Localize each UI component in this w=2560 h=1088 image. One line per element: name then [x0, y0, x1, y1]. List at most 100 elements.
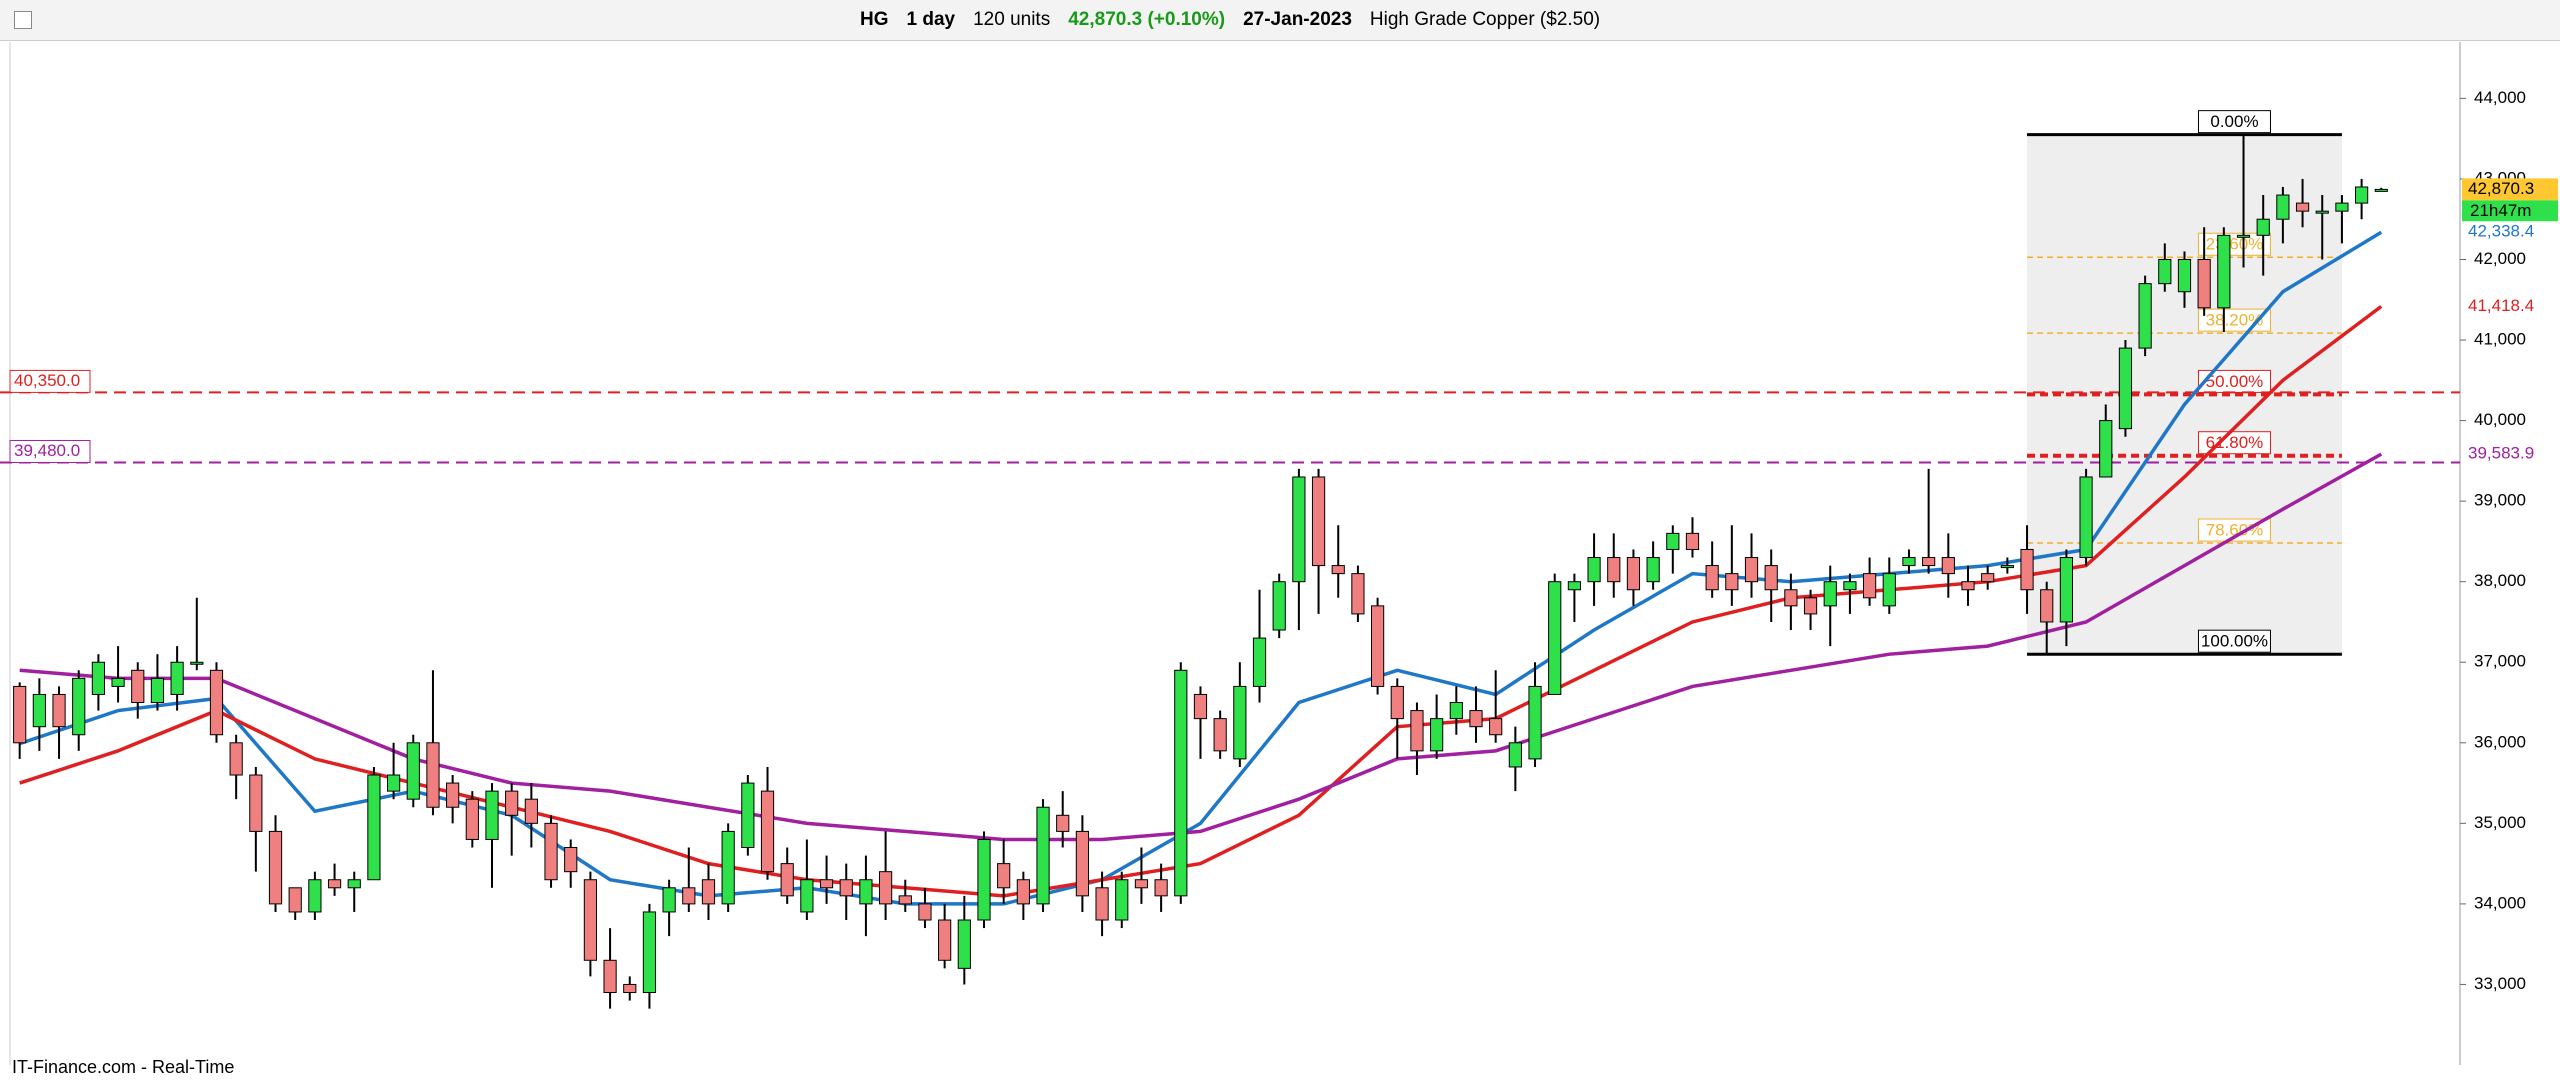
candle-body — [268, 830, 283, 905]
fib-label-box — [2197, 518, 2271, 542]
candle-body — [1548, 581, 1562, 695]
candle-body — [209, 669, 224, 736]
candle-body — [446, 782, 460, 808]
footer: IT-Finance.com - Real-Time — [12, 1057, 235, 1077]
candle-body — [2276, 194, 2290, 220]
candle-body — [2177, 258, 2192, 293]
fib-label-box — [2197, 110, 2271, 134]
candle-body — [1095, 887, 1109, 921]
y-tick-label: 34,000 — [2474, 893, 2526, 912]
candle-body — [1981, 573, 1995, 583]
candle-body — [1075, 830, 1090, 897]
period[interactable]: 1 day — [906, 9, 956, 30]
y-tick-label: 41,000 — [2474, 330, 2526, 349]
last-change: 42,870.3 (+0.10%) — [1068, 9, 1226, 30]
candle-body — [1272, 581, 1286, 631]
candle-body — [1567, 581, 1582, 591]
candle-body — [2217, 234, 2231, 309]
candle-body — [662, 887, 676, 913]
candle-body — [406, 742, 420, 800]
hline-label: 40,350.0 — [14, 371, 80, 390]
candle-body — [2138, 283, 2152, 349]
candle-body — [1587, 557, 1601, 583]
candle-body — [859, 879, 873, 905]
candle-body — [2335, 202, 2349, 212]
candle-body — [2099, 420, 2113, 478]
y-tick-label: 40,000 — [2474, 410, 2526, 429]
candle-body — [150, 677, 165, 704]
candle-body — [1154, 879, 1168, 897]
candle-body — [1056, 814, 1070, 832]
y-tick-label: 44,000 — [2474, 88, 2526, 107]
candle-body — [1882, 573, 1896, 607]
candle-body — [505, 790, 519, 816]
candle-body — [1862, 573, 1877, 599]
candle-body — [2197, 258, 2211, 309]
fib-label: 38.20% — [2206, 311, 2264, 330]
candle-body — [642, 911, 657, 994]
candle-body — [347, 879, 361, 889]
candle-body — [682, 887, 696, 905]
price-tag-label: 42,870.3 — [2468, 179, 2534, 198]
candle-body — [819, 879, 834, 889]
candle-body — [1666, 532, 1680, 550]
hline-label-box — [9, 369, 91, 393]
price-tag — [2462, 178, 2558, 201]
candle-body — [1115, 879, 1129, 921]
candle-body — [32, 693, 46, 728]
candle-body — [1213, 718, 1227, 752]
toolbar: HG 1 day 120 units 42,870.3 (+0.10%) 27-… — [0, 0, 2560, 41]
fib-label-box — [2197, 431, 2271, 455]
candle-body — [2118, 347, 2133, 430]
candle-body — [938, 919, 952, 961]
candle-body — [2354, 186, 2369, 204]
candle-body — [1351, 573, 1365, 615]
candle-body — [2158, 258, 2172, 285]
fib-label: 78.60% — [2206, 521, 2264, 540]
candle-body — [957, 919, 971, 969]
candle-body — [623, 983, 637, 994]
candle-body — [111, 677, 125, 687]
candle-body — [131, 669, 145, 704]
y-tick-label: 42,000 — [2474, 249, 2526, 268]
candle-body — [997, 863, 1011, 889]
symbol[interactable]: HG — [860, 9, 889, 30]
candle-body — [1528, 685, 1542, 760]
fib-label: 23.60% — [2206, 235, 2264, 254]
candle-body — [249, 774, 263, 832]
candle-body — [701, 879, 716, 905]
candle-body — [2295, 202, 2310, 212]
candle-body — [1233, 685, 1247, 760]
units[interactable]: 120 units — [973, 9, 1051, 30]
candle-body — [2059, 557, 2074, 623]
candle-body — [2315, 210, 2329, 214]
candle-body — [1823, 581, 1837, 607]
candle-body — [1784, 589, 1798, 607]
candle-body — [1843, 581, 1857, 591]
candle-body — [2374, 188, 2388, 192]
candle-body — [760, 790, 775, 873]
candle-body — [1744, 557, 1759, 583]
price-tag — [2462, 221, 2558, 244]
candle-body — [2079, 476, 2093, 559]
candle-body — [465, 798, 479, 840]
candle-body — [721, 830, 735, 905]
select-box[interactable] — [14, 11, 32, 29]
candle-body — [1489, 718, 1503, 736]
candle-body — [524, 798, 538, 824]
candle-body — [918, 903, 932, 921]
candle-body — [72, 677, 86, 736]
candle-body — [91, 661, 106, 695]
candle-body — [1941, 557, 1955, 575]
candle-body — [1607, 557, 1621, 583]
candle-body — [2256, 218, 2270, 236]
candle-body — [426, 742, 440, 808]
y-tick-label: 33,000 — [2474, 974, 2526, 993]
candle-body — [1430, 718, 1444, 752]
fib-label: 61.80% — [2206, 433, 2264, 452]
candle-body — [1803, 597, 1818, 615]
candle-body — [1134, 879, 1149, 889]
candle-body — [1370, 605, 1385, 687]
y-tick-label: 38,000 — [2474, 571, 2526, 590]
fib-label-box — [2197, 629, 2271, 653]
